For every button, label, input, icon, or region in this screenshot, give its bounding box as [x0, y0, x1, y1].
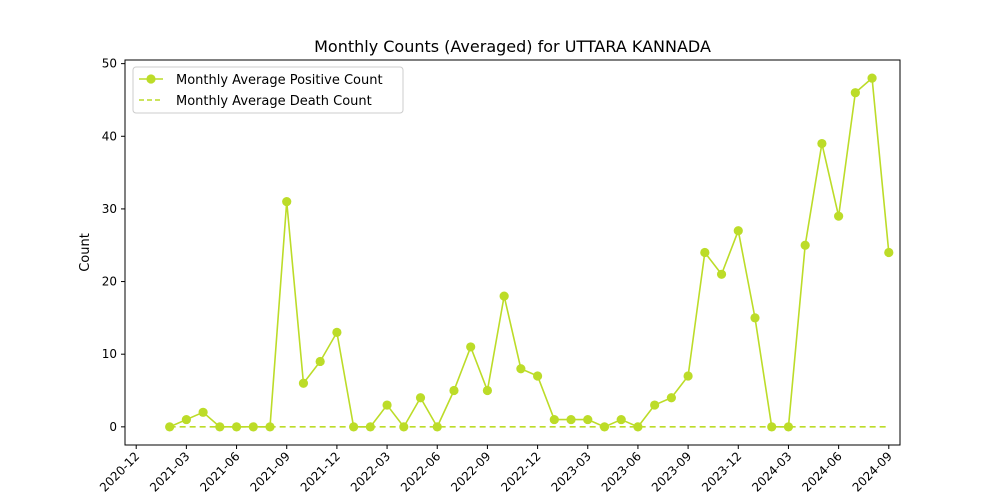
positive-count-point [566, 414, 576, 425]
x-tick-label: 2023-03 [549, 449, 594, 494]
positive-count-point [415, 393, 426, 403]
positive-count-point [834, 211, 844, 221]
positive-count-point [165, 422, 175, 432]
x-tick-label: 2022-12 [498, 449, 543, 494]
positive-count-point [867, 73, 877, 83]
positive-count-point [616, 414, 626, 425]
positive-count-point [884, 247, 894, 258]
positive-count-point [181, 414, 191, 425]
x-tick-label: 2022-09 [448, 449, 493, 494]
positive-count-point [817, 138, 827, 149]
x-tick-label: 2023-06 [599, 449, 644, 494]
x-tick-label: 2023-09 [649, 449, 694, 494]
positive-count-point [683, 371, 693, 381]
positive-count-point [850, 88, 860, 98]
y-tick-label: 0 [109, 420, 117, 434]
x-tick-label: 2021-09 [247, 449, 292, 494]
positive-count-point [800, 240, 810, 250]
y-tick-label: 40 [102, 129, 117, 143]
positive-count-point [549, 414, 559, 425]
positive-count-point [449, 385, 459, 396]
y-axis-label: Count [78, 233, 93, 272]
positive-count-point [432, 422, 442, 432]
y-tick-label: 20 [102, 275, 117, 289]
positive-count-point [783, 422, 794, 432]
positive-count-point [282, 197, 292, 207]
x-tick-label: 2024-03 [749, 449, 794, 494]
positive-count-point [700, 247, 710, 258]
positive-count-point [382, 400, 392, 410]
x-tick-label: 2024-06 [799, 449, 844, 494]
plot-frame [124, 59, 901, 446]
positive-count-point [332, 327, 342, 338]
x-tick-label: 2021-03 [147, 449, 192, 494]
x-tick-label: 2024-09 [850, 449, 895, 494]
positive-count-point [650, 400, 660, 410]
positive-count-point [733, 226, 743, 236]
x-tick-label: 2021-06 [197, 449, 242, 494]
positive-count-point [532, 371, 543, 381]
positive-count-point [666, 393, 676, 403]
positive-count-point [516, 364, 526, 374]
legend-marker [146, 74, 156, 84]
chart-title: Monthly Counts (Averaged) for UTTARA KAN… [314, 37, 711, 56]
x-tick-label: 2022-03 [348, 449, 393, 494]
positive-count-point [315, 356, 325, 367]
legend: Monthly Average Positive Count Monthly Av… [132, 66, 404, 114]
positive-count-point [298, 378, 309, 388]
positive-count-point [750, 313, 760, 323]
x-tick-label: 2022-06 [398, 449, 443, 494]
positive-count-point [583, 414, 593, 425]
y-tick-label: 50 [102, 57, 117, 71]
legend-label: Monthly Average Death Count [176, 94, 372, 109]
positive-count-line [169, 76, 890, 429]
y-tick-label: 30 [102, 202, 117, 216]
legend-label: Monthly Average Positive Count [176, 73, 383, 88]
positive-count-point [482, 385, 493, 396]
positive-count-point [633, 422, 643, 432]
x-tick-label: 2021-12 [298, 449, 343, 494]
positive-count-point [198, 407, 208, 417]
positive-count-point [231, 422, 242, 432]
x-tick-label: 2023-12 [699, 449, 744, 494]
y-tick-label: 10 [102, 347, 117, 361]
legend-box [132, 66, 404, 114]
positive-count-point [499, 291, 509, 301]
positive-count-point [716, 269, 727, 279]
x-tick-label: 2020-12 [97, 449, 142, 494]
positive-count-point [466, 342, 476, 352]
